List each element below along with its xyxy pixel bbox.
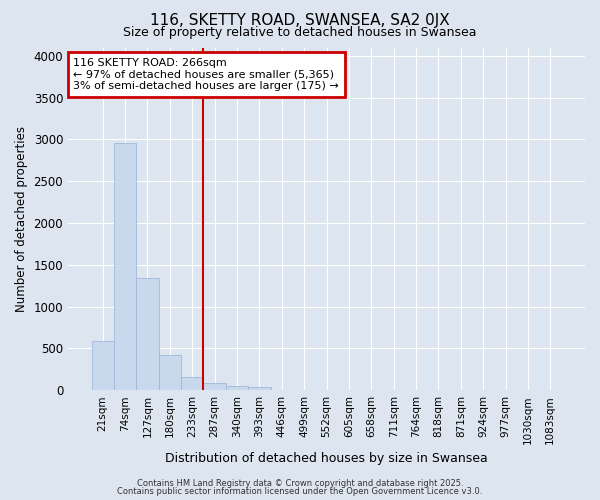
Bar <box>248 388 271 390</box>
X-axis label: Distribution of detached houses by size in Swansea: Distribution of detached houses by size … <box>165 452 488 465</box>
Text: Size of property relative to detached houses in Swansea: Size of property relative to detached ho… <box>123 26 477 39</box>
Bar <box>203 384 226 390</box>
Text: Contains public sector information licensed under the Open Government Licence v3: Contains public sector information licen… <box>118 487 482 496</box>
Text: Contains HM Land Registry data © Crown copyright and database right 2025.: Contains HM Land Registry data © Crown c… <box>137 478 463 488</box>
Bar <box>158 355 181 390</box>
Bar <box>114 143 136 390</box>
Text: 116, SKETTY ROAD, SWANSEA, SA2 0JX: 116, SKETTY ROAD, SWANSEA, SA2 0JX <box>150 12 450 28</box>
Text: 116 SKETTY ROAD: 266sqm
← 97% of detached houses are smaller (5,365)
3% of semi-: 116 SKETTY ROAD: 266sqm ← 97% of detache… <box>73 58 339 91</box>
Bar <box>226 386 248 390</box>
Bar <box>181 377 203 390</box>
Y-axis label: Number of detached properties: Number of detached properties <box>15 126 28 312</box>
Bar <box>92 341 114 390</box>
Bar <box>136 278 158 390</box>
